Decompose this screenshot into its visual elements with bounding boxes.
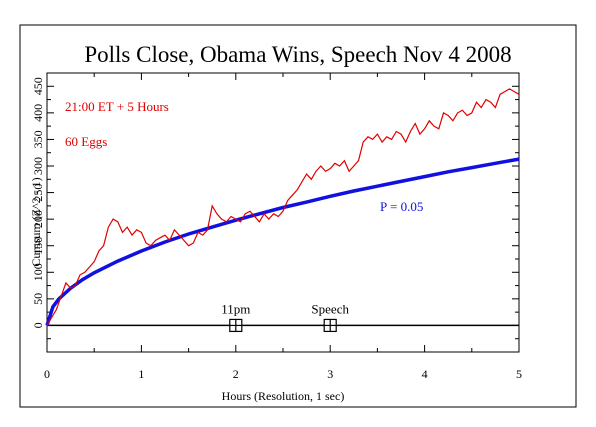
event-markers: 11pm Speech	[221, 301, 349, 333]
y-axis-tick-labels: 0 50 100 150 200 250 300 350 400 450	[31, 77, 45, 328]
y-tick-label: 200	[31, 210, 45, 228]
y-tick-label: 300	[31, 157, 45, 175]
y-tick-label: 150	[31, 237, 45, 255]
cumsum-series-line	[46, 88, 520, 326]
x-tick-label: 5	[516, 367, 522, 381]
outer-frame	[19, 24, 577, 408]
y-axis-label: Cumsum (Z^2 - 1)	[29, 177, 43, 266]
x-axis-ticks	[46, 73, 520, 352]
event-marker-label: Speech	[311, 301, 349, 316]
y-tick-label: 400	[31, 104, 45, 122]
y-tick-label: 350	[31, 130, 45, 148]
annotation-probability: P = 0.05	[380, 199, 423, 214]
y-tick-label: 100	[31, 263, 45, 281]
x-tick-label: 3	[327, 367, 333, 381]
probability-curve-series	[45, 157, 520, 326]
y-axis-ticks	[47, 72, 519, 340]
y-tick-label: 250	[31, 184, 45, 202]
x-tick-label: 0	[44, 367, 50, 381]
x-axis-label: Hours (Resolution, 1 sec)	[222, 389, 345, 403]
x-axis-tick-labels: 0 1 2 3 4 5	[44, 367, 522, 381]
annotation-egg-count: 60 Eggs	[65, 134, 107, 149]
y-tick-label: 0	[31, 322, 45, 328]
x-tick-label: 4	[422, 367, 428, 381]
y-tick-label: 50	[31, 293, 45, 305]
y-tick-label: 450	[31, 77, 45, 95]
event-marker-label: 11pm	[221, 301, 250, 316]
chart-title: Polls Close, Obama Wins, Speech Nov 4 20…	[84, 42, 511, 67]
x-tick-label: 1	[138, 367, 144, 381]
x-tick-label: 2	[233, 367, 239, 381]
annotation-time-window: 21:00 ET + 5 Hours	[65, 99, 169, 114]
